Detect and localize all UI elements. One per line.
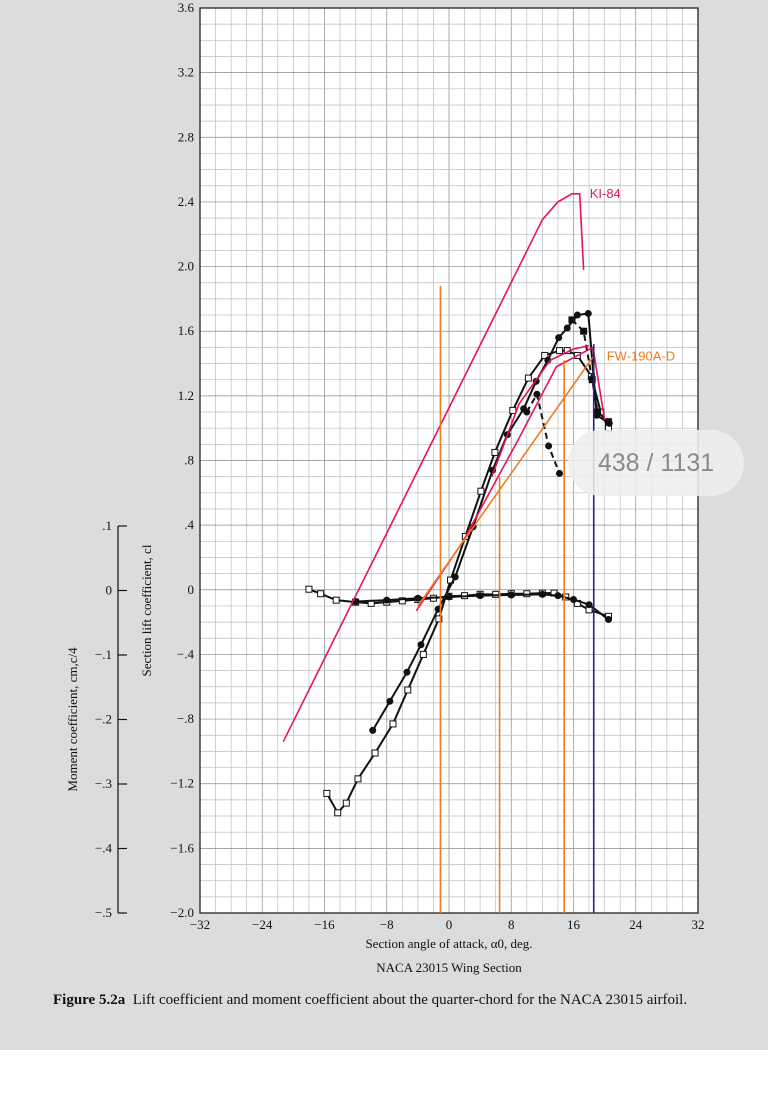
y-axis-label: Section lift coefficient, cl [139,544,154,676]
data-point [584,309,592,317]
data-point [555,334,563,342]
figure-caption: Figure 5.2a Lift coefficient and moment … [53,990,733,1010]
y-tick-label: −2.0 [170,905,194,920]
data-point [570,596,577,604]
y-tick-label: 3.6 [178,0,195,15]
y-tick-label: 2.8 [178,129,194,144]
y-tick-label: 2.0 [178,259,194,274]
moment-tick-label: −.5 [95,905,112,920]
x-tick-label: −8 [380,917,394,932]
y-tick-label: 1.2 [178,388,194,403]
data-point [419,650,427,658]
y-tick-label: −.4 [177,646,195,661]
data-point [417,641,425,649]
data-point [509,406,517,414]
moment-tick-label: .1 [102,518,112,533]
x-tick-label: 16 [567,917,581,932]
moment-tick-label: 0 [106,583,113,598]
data-point [538,590,546,598]
moment-tick-label: −.1 [95,647,112,662]
data-point [317,590,325,598]
y-tick-label: .4 [184,517,194,532]
data-point [403,668,411,676]
data-point [554,592,562,600]
data-point [334,809,342,817]
data-point [555,347,563,355]
series-line-0 [325,349,610,815]
data-point [389,720,397,728]
data-point [476,592,484,600]
figure-caption-label: Figure 5.2a [53,992,126,1008]
data-point [323,789,331,797]
data-point [342,799,350,807]
overlay-line-2 [491,344,590,477]
x-axis-label: Section angle of attack, α0, deg. [365,936,532,951]
figure-caption-text: Lift coefficient and moment coefficient … [132,992,688,1008]
data-point [451,573,459,581]
x-tick-label: 32 [692,917,705,932]
data-point [605,418,613,426]
x-tick-label: 0 [446,917,453,932]
data-point [398,597,406,605]
y-tick-label: −1.2 [170,776,194,791]
data-point [332,596,340,604]
moment-axis-label: Moment coefficient, cm,c/4 [65,647,80,792]
y-tick-label: .8 [184,453,194,468]
data-point [507,591,515,599]
chart-title: NACA 23015 Wing Section [376,960,522,975]
data-point [435,615,443,623]
x-tick-label: −24 [252,917,273,932]
y-tick-label: 3.2 [178,65,194,80]
data-point [585,601,593,609]
moment-tick-label: −.4 [95,841,113,856]
data-point [354,775,362,783]
x-tick-label: 24 [629,917,643,932]
page-counter-badge[interactable]: 438 / 1131 [568,430,744,496]
data-point [563,324,571,332]
data-point [523,408,531,416]
y-tick-label: −.8 [177,711,194,726]
y-tick-label: 1.6 [178,323,195,338]
data-point [541,351,549,359]
data-point [524,374,532,382]
data-point [404,686,412,694]
x-tick-label: −16 [314,917,335,932]
data-point [533,390,541,398]
data-point [414,594,422,602]
overlay-label: FW-190A-D [607,348,675,363]
overlay-label: KI-84 [590,186,621,201]
data-point [386,697,394,705]
data-point [555,469,563,477]
data-point [491,448,499,456]
x-tick-label: 8 [508,917,515,932]
data-point [445,593,453,601]
y-tick-label: 0 [188,582,195,597]
data-point [545,442,553,450]
x-tick-label: −32 [190,917,210,932]
data-point [594,408,602,416]
data-point [305,585,313,593]
data-point [477,487,485,495]
data-point [605,616,613,624]
lift-moment-chart: −32 −24 −16 −8 0 8 16 24 32 −2.0 −1.6 −1.2 −.8 −.4 0 .4… [65,0,705,975]
data-point [383,596,391,604]
data-point [369,726,377,734]
data-point [580,327,588,335]
data-point [573,311,581,319]
y-tick-label: 2.4 [178,194,195,209]
y-tick-label: −1.6 [170,840,194,855]
overlay-line-0 [282,193,585,743]
data-point [568,316,576,324]
moment-tick-label: −.2 [95,712,112,727]
data-point [588,376,596,384]
data-point [371,749,379,757]
moment-tick-label: −.3 [95,776,112,791]
series-line-2 [525,391,561,474]
